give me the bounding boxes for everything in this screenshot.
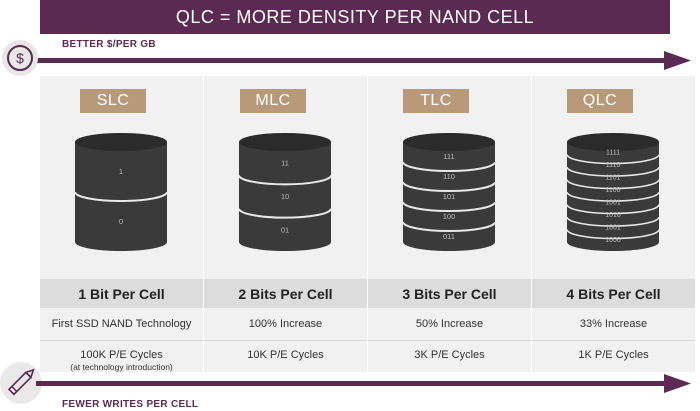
cylinder-layer-label: 01 <box>281 225 289 234</box>
cylinder-layer-separator <box>566 154 660 165</box>
cylinder-layer-separator <box>402 201 496 212</box>
cylinder-layer-label: 1110 <box>606 162 621 169</box>
cylinder-layer-label: 101 <box>443 192 456 201</box>
tech-qlc: 33% Increase <box>579 318 648 330</box>
cylinder-layer-label: 1000 <box>605 237 621 244</box>
tech-slc: First SSD NAND Technology <box>51 318 192 330</box>
cylinder-body <box>239 142 331 251</box>
bits-per-cell-tlc: 3 Bits Per Cell <box>368 279 531 308</box>
mlc-cell-cylinder: 11 10 01 <box>238 133 332 251</box>
cycles-qlc: 1K P/E Cycles <box>578 349 649 361</box>
row-divider <box>532 340 695 341</box>
cylinder-layer-separator <box>566 204 660 215</box>
cylinder-layer-label: 1101 <box>605 174 620 181</box>
cylinder-layer-separator <box>566 229 660 240</box>
tag-tlc: TLC <box>403 89 469 113</box>
top-arrow <box>36 51 691 70</box>
cylinder-layer-label: 110 <box>443 172 455 181</box>
page-title: QLC = MORE DENSITY PER NAND CELL <box>40 0 670 34</box>
cycles-slc: 100K P/E Cycles <box>80 349 163 361</box>
qlc-cell-cylinder: 1111 1110 1101 1100 1001 1010 1001 1000 <box>566 133 660 251</box>
bottom-arrow-label: FEWER WRITES PER CELL <box>62 399 199 410</box>
tlc-cell-cylinder: 111 110 101 100 011 <box>402 133 496 251</box>
cylinder-layer-separator <box>566 191 660 202</box>
cycles-mlc: 10K P/E Cycles <box>247 349 324 361</box>
bits-per-cell-qlc: 4 Bits Per Cell <box>532 279 695 308</box>
row-divider <box>204 340 367 341</box>
cylinder-layer-label: 111 <box>443 152 454 161</box>
cylinder-top <box>403 133 495 151</box>
dollar-symbol: $ <box>16 50 24 66</box>
cylinder-layer-separator <box>566 179 660 190</box>
slc-cell-cylinder: 10 <box>74 133 168 251</box>
cycles-note-slc: (at technology introduction) <box>70 362 173 372</box>
bits-per-cell-slc: 1 Bit Per Cell <box>40 279 203 308</box>
dollar-icon: $ <box>2 40 38 76</box>
cylinder-layer-label: 1001 <box>605 199 621 206</box>
cylinder-top <box>239 133 331 151</box>
row-divider <box>368 340 531 341</box>
cylinder-layer-label: 0 <box>119 217 123 226</box>
cylinder-top <box>567 133 659 151</box>
tech-tlc: 50% Increase <box>415 318 484 330</box>
tech-mlc: 100% Increase <box>248 318 323 330</box>
cylinder-top <box>75 133 167 151</box>
cylinder-layer-label: 011 <box>443 232 455 241</box>
cylinder-body <box>567 142 659 251</box>
cylinder-layer-separator <box>238 208 332 219</box>
row-divider <box>40 340 203 341</box>
cylinder-layer-separator <box>402 221 496 232</box>
pencil-icon <box>0 362 42 404</box>
cylinder-layer-label: 1100 <box>605 187 620 194</box>
bottom-arrow <box>36 374 691 393</box>
cylinder-layer-label: 1 <box>119 167 123 176</box>
cylinder-body <box>75 142 167 251</box>
cylinder-layer-label: 1111 <box>606 149 620 156</box>
tag-slc: SLC <box>80 89 146 113</box>
tag-mlc: MLC <box>240 89 306 113</box>
cylinder-layer-label: 11 <box>281 159 289 168</box>
tag-qlc: QLC <box>567 89 633 113</box>
cylinder-layer-separator <box>74 191 168 202</box>
cylinder-layer-label: 100 <box>443 212 456 221</box>
top-arrow-label: BETTER $/PER GB <box>62 39 156 50</box>
cylinder-layer-label: 1001 <box>605 224 621 231</box>
cylinder-layer-separator <box>566 216 660 227</box>
cylinder-layer-label: 10 <box>281 192 289 201</box>
cylinder-layer-separator <box>402 181 496 192</box>
cylinder-layer-separator <box>238 175 332 186</box>
cycles-tlc: 3K P/E Cycles <box>414 349 485 361</box>
cylinder-layer-label: 1010 <box>605 212 621 219</box>
cylinder-layer-separator <box>566 166 660 177</box>
cylinder-layer-separator <box>402 161 496 172</box>
bits-per-cell-mlc: 2 Bits Per Cell <box>204 279 367 308</box>
